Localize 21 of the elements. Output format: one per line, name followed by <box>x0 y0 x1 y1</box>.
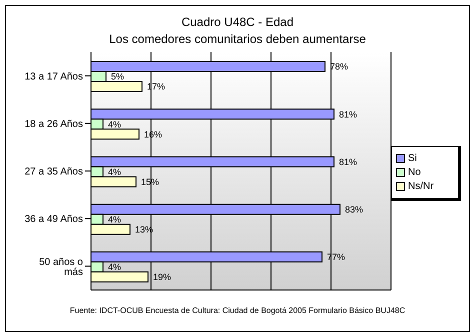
chart-subtitle: Los comedores comunitarios deben aumentarse <box>108 31 367 48</box>
y-tick-label: 27 a 35 Años <box>24 166 83 178</box>
data-label: 4% <box>108 262 122 272</box>
data-label: 81% <box>339 156 358 167</box>
legend-label: Si <box>407 152 418 164</box>
data-label: 4% <box>108 214 122 225</box>
data-label: 78% <box>330 62 348 72</box>
y-tick-label: 13 a 17 Años <box>24 71 83 82</box>
y-tick-label: 18 a 26 Años <box>24 118 83 130</box>
chart-title: Cuadro U48C - Edad <box>180 14 295 31</box>
legend-label: Ns/Nr <box>407 180 435 192</box>
legend-label: No <box>407 166 422 178</box>
data-label: 83% <box>345 204 364 215</box>
data-label: 4% <box>108 166 122 177</box>
y-tick-label: 50 años o más <box>39 256 84 278</box>
data-label: 4% <box>108 119 122 130</box>
data-label: 81% <box>339 109 358 120</box>
y-tick-label: 36 a 49 Años <box>24 214 83 226</box>
source-note: Fuente: IDCT-OCUB Encuesta de Cultura: Ciudad de Bogotá 2005 Formulario Básico BUJ48C <box>68 306 406 315</box>
data-label: 5% <box>111 72 124 82</box>
data-label: 19% <box>153 272 172 282</box>
